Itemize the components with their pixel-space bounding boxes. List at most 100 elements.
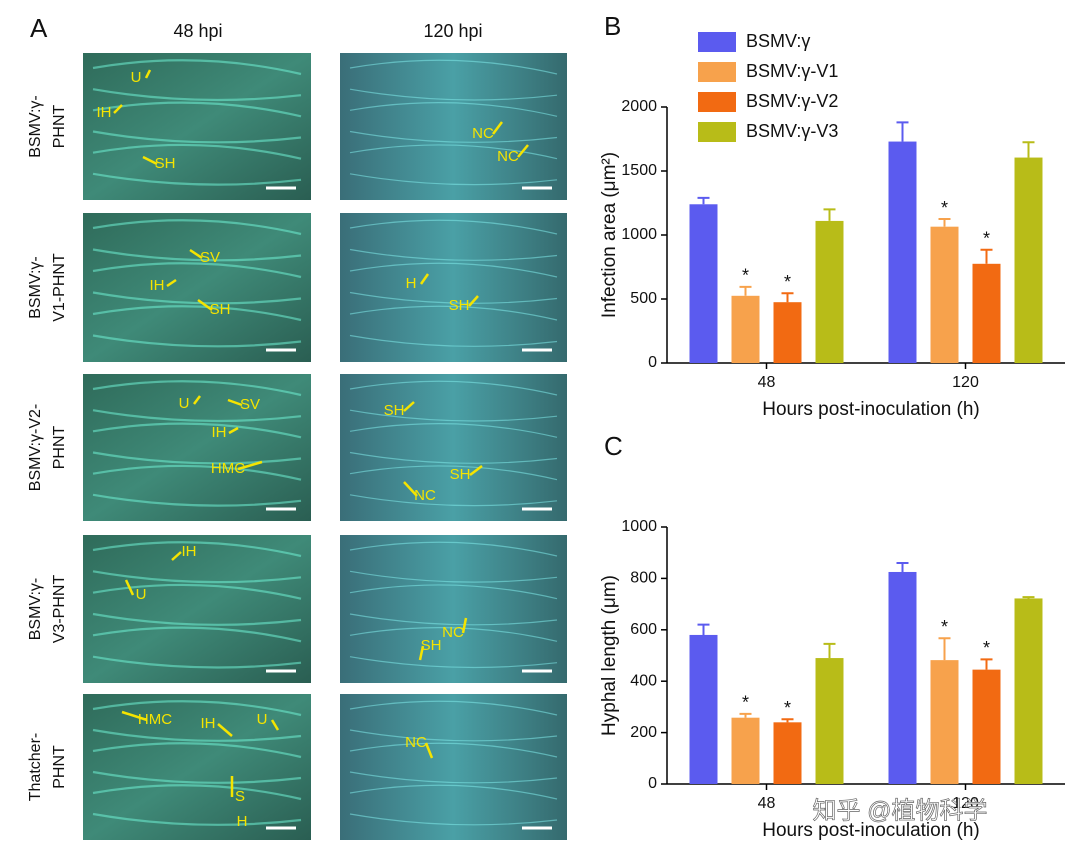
annotation: HMC	[211, 460, 245, 477]
annotation: IH	[182, 543, 197, 560]
y-tick-label: 500	[630, 290, 657, 307]
error-bar	[823, 642, 836, 659]
annotation-pointer	[403, 481, 418, 497]
bar	[972, 263, 1001, 363]
micrograph	[83, 53, 311, 200]
y-axis-title: Hyphal length (μm)	[599, 575, 620, 736]
y-tick-label: 2000	[621, 98, 657, 115]
hypha	[92, 101, 302, 118]
annotation-pointer	[418, 645, 425, 661]
hypha	[92, 784, 302, 801]
hypha	[92, 728, 302, 742]
hypha	[92, 493, 302, 507]
x-tick-label: 48	[758, 374, 776, 391]
y-tick-label: 200	[630, 724, 657, 741]
hypha	[92, 770, 302, 784]
y-tick-label: 1500	[621, 162, 657, 179]
legend-label: BSMV:γ	[746, 31, 810, 51]
hypha	[349, 291, 558, 304]
bar	[731, 295, 760, 363]
error-bar	[980, 248, 993, 264]
row-label: V1-PHNT	[51, 253, 68, 322]
hypha	[349, 613, 558, 626]
annotation: NC	[414, 487, 436, 504]
micrograph	[340, 694, 567, 840]
hypha	[92, 700, 302, 717]
bar	[773, 722, 802, 784]
hypha	[349, 102, 558, 117]
annotation-pointer	[124, 579, 135, 596]
hypha	[92, 422, 302, 439]
error-bar	[739, 712, 752, 718]
annotation: SV	[240, 396, 260, 413]
hypha	[349, 59, 558, 75]
annotation-pointer	[469, 465, 483, 476]
row-label: BSMV:γ-	[27, 95, 44, 158]
significance-mark: *	[983, 228, 990, 248]
hypha	[92, 451, 302, 465]
y-tick-label: 400	[630, 672, 657, 689]
error-bar	[896, 561, 909, 572]
annotation: S	[235, 788, 245, 805]
legend-swatch	[698, 92, 736, 112]
hypha	[92, 219, 302, 236]
significance-mark: *	[784, 272, 791, 292]
annotation-pointer	[419, 273, 430, 285]
panel-label: C	[604, 431, 623, 461]
annotation: SV	[200, 249, 220, 266]
hypha	[349, 219, 558, 235]
hypha	[92, 626, 302, 643]
error-bar	[938, 637, 951, 661]
y-tick-label: 1000	[621, 518, 657, 535]
annotation: SH	[421, 637, 442, 654]
hypha	[349, 494, 558, 507]
x-axis-title: Hours post-inoculation (h)	[762, 820, 980, 841]
bar	[815, 658, 844, 784]
y-tick-label: 0	[648, 775, 657, 792]
x-tick-label: 48	[758, 795, 776, 812]
hypha	[349, 627, 558, 642]
row-label: PHNT	[51, 105, 68, 149]
hypha	[349, 88, 558, 101]
micrograph	[340, 213, 567, 362]
x-tick-label: 120	[952, 795, 979, 812]
hypha	[349, 262, 558, 278]
error-bar	[781, 718, 794, 723]
hypha	[92, 305, 302, 322]
row-label: PHNT	[51, 745, 68, 789]
annotation: SH	[210, 301, 231, 318]
annotation: SH	[449, 297, 470, 314]
error-bar	[739, 285, 752, 296]
error-bar	[781, 292, 794, 303]
hypha	[92, 742, 302, 759]
hypha	[92, 380, 302, 397]
hypha	[349, 130, 558, 143]
hypha	[349, 305, 558, 321]
hypha	[92, 172, 302, 186]
error-bar	[697, 196, 710, 205]
hypha	[92, 130, 302, 144]
error-bar	[980, 658, 993, 670]
bar	[815, 220, 844, 363]
error-bar	[896, 121, 909, 142]
annotation-pointer	[468, 295, 479, 307]
annotation-pointer	[424, 742, 434, 759]
bar	[930, 226, 959, 363]
micrograph	[83, 213, 311, 362]
row-label: PHNT	[51, 426, 68, 470]
annotation-pointer	[217, 723, 233, 737]
hypha	[349, 541, 558, 557]
hypha	[92, 143, 302, 160]
annotation: IH	[201, 715, 216, 732]
annotation: H	[406, 275, 417, 292]
hypha	[92, 248, 302, 262]
column-header: 48 hpi	[173, 21, 222, 41]
hypha	[349, 248, 558, 261]
micrograph	[340, 374, 567, 521]
hypha	[349, 570, 558, 583]
y-axis-title: Infection area (μm²)	[599, 152, 620, 318]
micrograph	[340, 53, 567, 200]
bar	[1014, 598, 1043, 784]
panel-label: A	[30, 13, 48, 43]
